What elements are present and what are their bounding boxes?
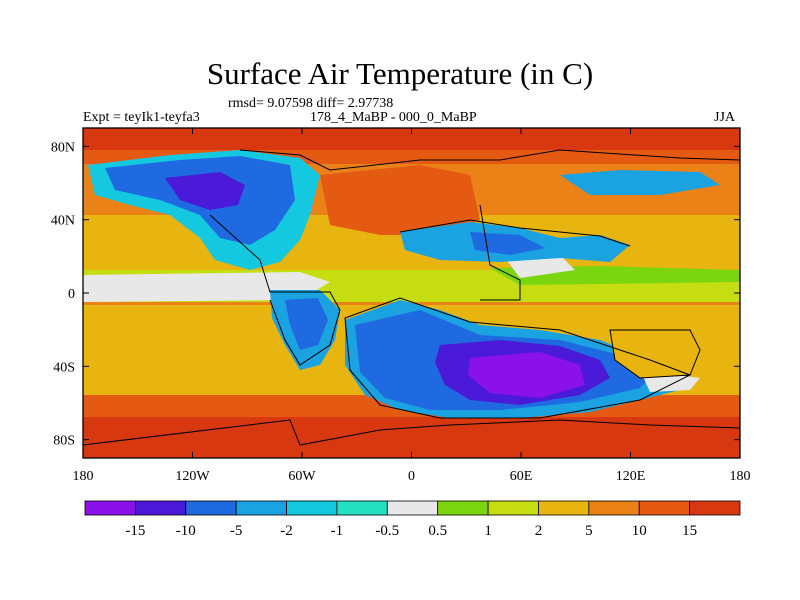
colorbar-label: 5 <box>585 523 593 539</box>
colorbar-swatch <box>185 500 237 516</box>
colorbar-swatch <box>134 500 187 516</box>
colorbar-swatch <box>84 500 136 516</box>
y-tick-label: 40S <box>53 360 75 375</box>
colorbar-label: -2 <box>280 523 293 539</box>
colorbar-swatch <box>487 500 539 516</box>
colorbar-label: -15 <box>125 523 145 539</box>
y-tick-label: 80N <box>51 140 75 155</box>
y-tick-label: 0 <box>68 287 75 302</box>
colorbar-swatch <box>235 500 287 516</box>
colorbar-label: 1 <box>484 523 492 539</box>
x-tick-label: 60W <box>288 469 316 484</box>
colorbar-swatch <box>588 500 640 516</box>
colorbar-swatch <box>286 500 338 516</box>
x-tick-label: 180 <box>730 469 751 484</box>
x-tick-label: 180 <box>73 469 94 484</box>
colorbar-label: -0.5 <box>375 523 399 539</box>
x-tick-label: 120W <box>175 469 210 484</box>
colorbar-label: 2 <box>535 523 543 539</box>
colorbar-swatch <box>437 500 489 516</box>
colorbar-label: 15 <box>682 523 697 539</box>
colorbar-label: 0.5 <box>428 523 447 539</box>
y-tick-label: 80S <box>53 434 75 449</box>
x-tick-label: 0 <box>408 469 415 484</box>
colorbar-swatch <box>638 500 691 516</box>
map-axes: 180 120W 60W 0 60E 120E 180 80N 40N 0 40S 80S <box>51 128 751 484</box>
colorbar: -15 -10 -5 -2 -1 -0.5 0.5 1 2 5 10 15 <box>84 500 741 539</box>
plot-title: Surface Air Temperature (in C) <box>206 56 594 91</box>
colorbar-swatch <box>386 500 439 516</box>
colorbar-swatch <box>538 500 590 516</box>
season-label: JJA <box>714 110 736 125</box>
colorbar-swatch <box>336 500 388 516</box>
colorbar-label: 10 <box>632 523 647 539</box>
experiment-label: Expt = teyIk1-teyfa3 <box>83 110 200 125</box>
x-tick-label: 60E <box>510 469 533 484</box>
colorbar-label: -5 <box>230 523 243 539</box>
y-tick-label: 40N <box>51 214 75 229</box>
colorbar-label: -10 <box>176 523 196 539</box>
period-label: 178_4_MaBP - 000_0_MaBP <box>310 110 477 125</box>
stats-label: rmsd= 9.07598 diff= 2.97738 <box>228 96 394 111</box>
colorbar-label: -1 <box>331 523 344 539</box>
x-tick-label: 120E <box>616 469 646 484</box>
field-layer <box>83 128 740 458</box>
colorbar-swatch <box>689 500 741 516</box>
